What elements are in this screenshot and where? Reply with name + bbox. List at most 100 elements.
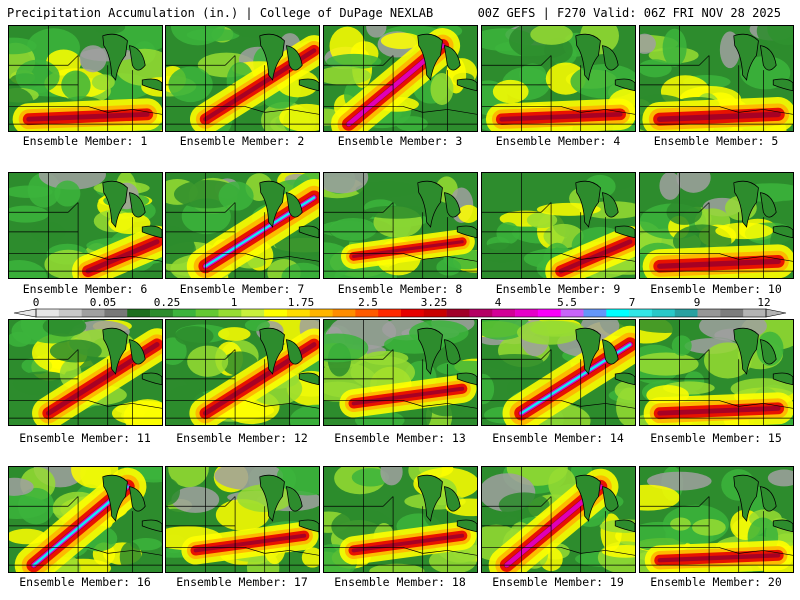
colorbar-tick-label: 9 [693,296,701,309]
precip-blob [38,173,106,190]
colorbar-tick-label: 3.25 [420,296,448,309]
colorbar-tick-label: 0 [32,296,40,309]
member-label: Ensemble Member: 10 [650,282,782,296]
ensemble-member-map [323,172,478,279]
colorbar-swatch [218,309,242,317]
colorbar-tick-label: 12 [757,296,771,309]
state-boundaries [640,467,793,572]
colorbar-swatch [674,309,698,317]
precip-blob [662,28,687,67]
member-label: Ensemble Member: 8 [337,282,463,296]
great-lakes-outline [102,327,162,386]
great-lakes-outline [259,327,319,386]
precip-blob [9,185,53,198]
member-label: Ensemble Member: 1 [22,134,148,148]
ensemble-member-map [323,25,478,132]
precip-blob [363,205,431,219]
colorbar-swatch [264,309,288,317]
precip-blob [324,333,369,363]
member-label: Ensemble Member: 15 [650,431,782,445]
member-label: Ensemble Member: 6 [22,282,148,296]
colorbar-swatch [150,309,174,317]
precip-map [324,173,477,278]
precip-blob [329,217,377,241]
colorbar-swatch [58,309,82,317]
state-boundaries [482,467,635,572]
state-boundaries [640,320,793,425]
precip-map [166,320,319,425]
member-label: Ensemble Member: 18 [334,575,466,589]
precip-blob [436,360,477,377]
precip-blob [186,28,240,42]
member-label: Ensemble Member: 16 [19,575,151,589]
ensemble-member-map [8,466,163,573]
precip-band [352,240,464,258]
state-boundaries [640,173,793,278]
precip-blob [640,33,656,54]
ensemble-member-map [639,319,794,426]
precip-blob [9,260,47,278]
colorbar-tick-label: 0.05 [89,296,117,309]
precip-map [9,26,162,131]
ensemble-member-map [639,172,794,279]
map-title: Precipitation Accumulation (in.) | Colle… [7,6,434,20]
precip-blob [49,339,102,363]
precip-blob [767,469,793,487]
precip-blob [281,262,319,278]
colorbar-swatch [560,309,584,317]
precip-blob [519,63,547,86]
precip-blob [482,242,525,263]
great-lakes-outline [102,180,162,239]
state-boundaries [324,26,477,131]
colorbar-tick-label: 1 [230,296,238,309]
precip-blob [289,404,319,425]
precip-blob [108,212,151,235]
precip-blob [79,45,107,73]
great-lakes-outline [259,474,319,533]
colorbar-tick-label: 4 [494,296,502,309]
precip-blob [485,353,544,371]
ensemble-member-map [639,25,794,132]
colorbar-swatch [241,309,265,317]
ensemble-member-map [8,25,163,132]
member-label: Ensemble Member: 17 [176,575,308,589]
precip-map [324,26,477,131]
state-boundaries [166,467,319,572]
precipitation-colorbar [13,308,787,318]
ensemble-member-map [481,319,636,426]
precip-blob [436,258,462,276]
colorbar-swatch [469,309,493,317]
colorbar-swatch [446,309,470,317]
colorbar-tick-label: 0.25 [153,296,181,309]
precip-map [482,173,635,278]
precip-map [9,173,162,278]
precip-map [166,467,319,572]
precip-band [558,239,633,274]
precip-map [482,320,635,425]
precip-blob [380,467,403,486]
state-boundaries [324,467,477,572]
valid-time: 00Z GEFS | F270 Valid: 06Z FRI NOV 28 20… [477,6,781,20]
great-lakes-outline [733,474,793,533]
precip-blob [715,222,774,240]
ensemble-member-map [323,466,478,573]
colorbar-swatch [583,309,607,317]
precip-blob [54,180,81,207]
colorbar-swatch [651,309,676,317]
colorbar-swatch [743,309,767,317]
colorbar-swatch [127,309,151,317]
colorbar-swatch [492,309,516,317]
precip-blob [601,545,635,558]
member-label: Ensemble Member: 19 [492,575,624,589]
precip-band [351,386,465,406]
great-lakes-outline [417,474,477,533]
precip-blob [430,73,454,105]
great-lakes-outline [417,180,477,239]
colorbar-right-arrow [765,308,787,318]
great-lakes-outline [417,327,477,386]
precip-map [640,320,793,425]
colorbar-tick-label: 5.5 [557,296,577,309]
precip-blob [659,173,681,200]
member-label: Ensemble Member: 20 [650,575,782,589]
great-lakes-outline [575,474,635,533]
